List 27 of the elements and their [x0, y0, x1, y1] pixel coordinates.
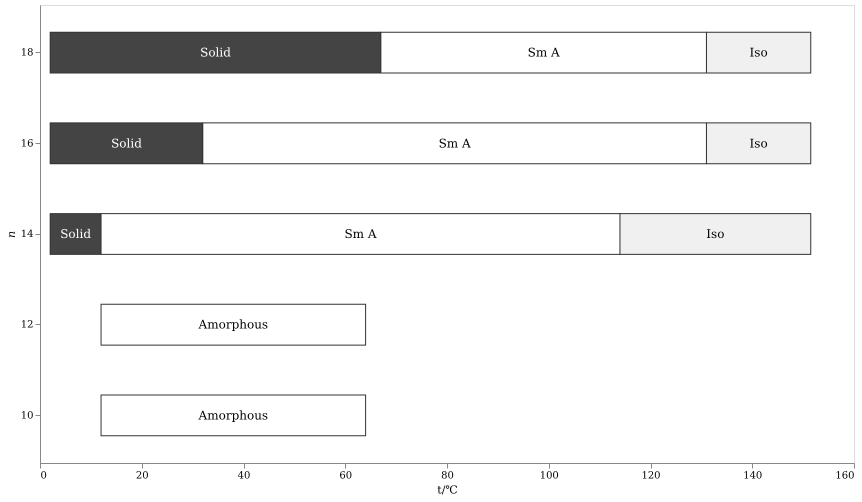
x-axis-title: t/℃ — [437, 484, 458, 496]
series-label: Sm A — [528, 46, 560, 60]
y-tick-label: 12 — [20, 320, 34, 331]
x-tick-label: 20 — [136, 470, 149, 482]
x-tick-label: 80 — [441, 470, 454, 482]
x-tick-label: 40 — [238, 470, 250, 482]
text: Solid — [111, 136, 142, 150]
series-label: Solid — [60, 227, 92, 241]
text: Sm A — [438, 136, 471, 150]
y-axis-title: n — [4, 230, 18, 238]
series-label: Iso — [750, 46, 768, 60]
x-tick-label: 140 — [743, 470, 762, 482]
y-tick-label: 18 — [20, 48, 34, 59]
text: Solid — [200, 46, 231, 60]
text: Amorphous — [198, 318, 268, 332]
y-tick-label: 10 — [20, 410, 34, 422]
x-tick-label: 100 — [540, 470, 559, 482]
x-tick-label: 160 — [835, 470, 854, 482]
x-tick-label: 60 — [339, 470, 352, 482]
y-tick-label: 14 — [20, 229, 34, 240]
text: Iso — [706, 227, 724, 241]
text: Iso — [750, 136, 768, 150]
text: Sm A — [344, 227, 377, 241]
x-tick-label: 120 — [641, 470, 661, 482]
series-label: Amorphous — [198, 408, 268, 422]
y-tick-label: 16 — [20, 138, 34, 150]
x-tick-label: 0 — [40, 470, 47, 482]
